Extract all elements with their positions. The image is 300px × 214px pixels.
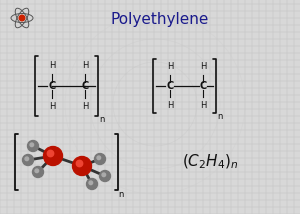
Circle shape	[76, 160, 83, 167]
Circle shape	[86, 178, 98, 190]
Circle shape	[94, 153, 106, 165]
Text: C: C	[200, 81, 207, 91]
Circle shape	[44, 147, 62, 165]
Circle shape	[102, 173, 106, 177]
Text: n: n	[217, 112, 222, 121]
Circle shape	[19, 15, 25, 21]
Text: H: H	[82, 102, 88, 111]
Circle shape	[32, 166, 44, 177]
Circle shape	[73, 156, 92, 175]
Text: H: H	[167, 62, 173, 71]
Text: H: H	[200, 101, 206, 110]
Text: C: C	[81, 81, 88, 91]
Text: H: H	[167, 101, 173, 110]
Text: n: n	[118, 190, 123, 199]
Circle shape	[28, 141, 38, 152]
Text: H: H	[49, 61, 55, 70]
Text: C: C	[167, 81, 174, 91]
Circle shape	[47, 150, 54, 157]
Circle shape	[89, 181, 93, 185]
Text: Polyethylene: Polyethylene	[111, 12, 209, 27]
Text: C: C	[48, 81, 56, 91]
Circle shape	[30, 143, 34, 147]
Text: H: H	[49, 102, 55, 111]
Text: H: H	[200, 62, 206, 71]
Text: $(C_2H_4)_n$: $(C_2H_4)_n$	[182, 153, 238, 171]
Circle shape	[35, 169, 39, 173]
Circle shape	[25, 157, 28, 160]
Circle shape	[100, 171, 110, 181]
Circle shape	[97, 156, 101, 160]
Text: n: n	[99, 115, 104, 124]
Circle shape	[22, 155, 34, 165]
Text: H: H	[82, 61, 88, 70]
